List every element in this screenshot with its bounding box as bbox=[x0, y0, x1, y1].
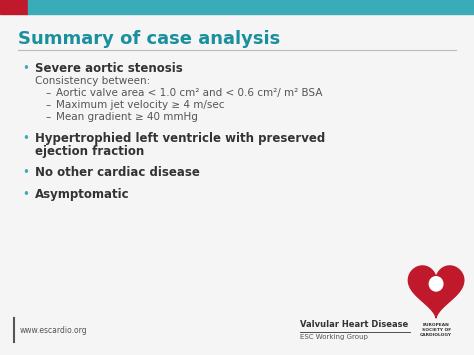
Bar bbox=[28, 0, 474, 14]
Circle shape bbox=[429, 277, 443, 291]
Bar bbox=[0, 0, 28, 14]
Text: Valvular Heart Disease: Valvular Heart Disease bbox=[300, 320, 408, 329]
Text: •: • bbox=[22, 132, 29, 145]
Text: –: – bbox=[46, 112, 51, 122]
Text: www.escardio.org: www.escardio.org bbox=[20, 326, 88, 335]
Text: Aortic valve area < 1.0 cm² and < 0.6 cm²/ m² BSA: Aortic valve area < 1.0 cm² and < 0.6 cm… bbox=[56, 88, 322, 98]
Text: •: • bbox=[22, 62, 29, 75]
Text: Consistency between:: Consistency between: bbox=[35, 76, 150, 86]
Text: ESC Working Group: ESC Working Group bbox=[300, 334, 368, 340]
Text: Summary of case analysis: Summary of case analysis bbox=[18, 30, 280, 48]
Text: Severe aortic stenosis: Severe aortic stenosis bbox=[35, 62, 183, 75]
Text: Hypertrophied left ventricle with preserved: Hypertrophied left ventricle with preser… bbox=[35, 132, 325, 145]
Text: ejection fraction: ejection fraction bbox=[35, 145, 144, 158]
Text: –: – bbox=[46, 100, 51, 110]
Text: –: – bbox=[46, 88, 51, 98]
Text: Asymptomatic: Asymptomatic bbox=[35, 188, 129, 201]
Text: No other cardiac disease: No other cardiac disease bbox=[35, 166, 200, 179]
Text: Maximum jet velocity ≥ 4 m/sec: Maximum jet velocity ≥ 4 m/sec bbox=[56, 100, 225, 110]
Text: •: • bbox=[22, 188, 29, 201]
Polygon shape bbox=[409, 266, 464, 318]
Text: •: • bbox=[22, 166, 29, 179]
Text: EUROPEAN
SOCIETY OF
CARDIOLOGY: EUROPEAN SOCIETY OF CARDIOLOGY bbox=[420, 323, 452, 337]
Text: Mean gradient ≥ 40 mmHg: Mean gradient ≥ 40 mmHg bbox=[56, 112, 198, 122]
